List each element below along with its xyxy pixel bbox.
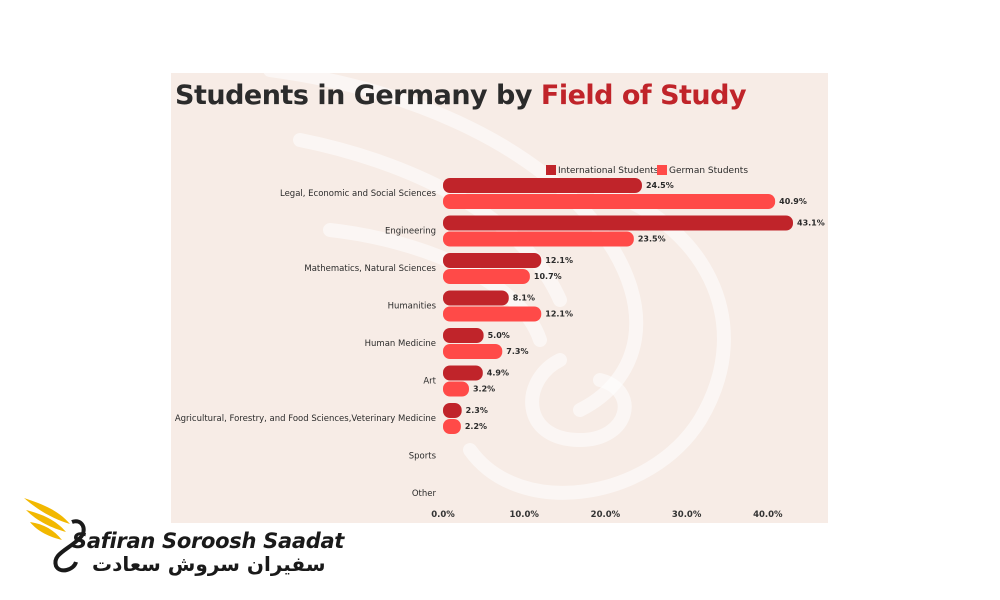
value-label: 12.1% [545, 256, 573, 265]
category-label: Engineering [385, 227, 436, 237]
legend: International Students German Students [546, 165, 748, 176]
bar-german [443, 231, 634, 247]
category-label: Humanities [388, 302, 437, 312]
bar-international [443, 328, 484, 343]
value-label: 8.1% [513, 294, 535, 303]
logo-text-en: Safiran Soroosh Saadat [72, 529, 345, 553]
bar-german [443, 269, 530, 284]
bar-international [443, 253, 542, 268]
category-label: Legal, Economic and Social Sciences [280, 189, 437, 199]
x-tick-label: 10.0% [509, 510, 539, 520]
chart-title: Students in Germany by Field of Study [175, 80, 747, 111]
category-label: Sports [409, 452, 437, 462]
value-label: 40.9% [779, 197, 807, 206]
legend-swatch-international [546, 165, 556, 175]
category-label: Art [423, 377, 436, 387]
bar-international [443, 403, 462, 418]
bar-german [443, 344, 503, 359]
chart-title-prefix: Students in Germany by [175, 80, 541, 111]
value-label: 10.7% [534, 272, 562, 281]
logo-wing-icon [24, 498, 86, 573]
bar-international [443, 178, 642, 193]
legend-label-german: German Students [669, 166, 748, 176]
value-label: 2.3% [466, 406, 488, 415]
logo-text-fa: سفیران سروش سعادت [92, 552, 326, 576]
category-label: Other [412, 489, 437, 499]
bar-german [443, 381, 469, 397]
value-label: 23.5% [638, 235, 666, 244]
value-label: 5.0% [488, 331, 510, 340]
category-label: Agricultural, Forestry, and Food Science… [175, 414, 436, 424]
bar-international [443, 365, 483, 381]
category-label: Human Medicine [365, 339, 436, 349]
category-label: Mathematics, Natural Sciences [304, 264, 436, 274]
bar-international [443, 215, 793, 231]
value-label: 3.2% [473, 385, 495, 394]
value-label: 2.2% [465, 422, 487, 431]
x-tick-label: 30.0% [672, 510, 702, 520]
value-label: 43.1% [797, 219, 825, 228]
bar-german [443, 419, 461, 434]
x-tick-label: 40.0% [753, 510, 783, 520]
bar-german [443, 194, 776, 209]
value-label: 7.3% [506, 347, 528, 356]
value-label: 12.1% [545, 310, 573, 319]
value-label: 24.5% [646, 181, 674, 190]
x-tick-label: 0.0% [431, 510, 455, 520]
bar-german [443, 306, 542, 322]
chart-title-accent: Field of Study [540, 80, 747, 111]
value-label: 4.9% [487, 369, 509, 378]
legend-label-international: International Students [558, 166, 659, 176]
legend-swatch-german [657, 165, 667, 175]
x-tick-label: 20.0% [591, 510, 621, 520]
bar-international [443, 290, 509, 306]
